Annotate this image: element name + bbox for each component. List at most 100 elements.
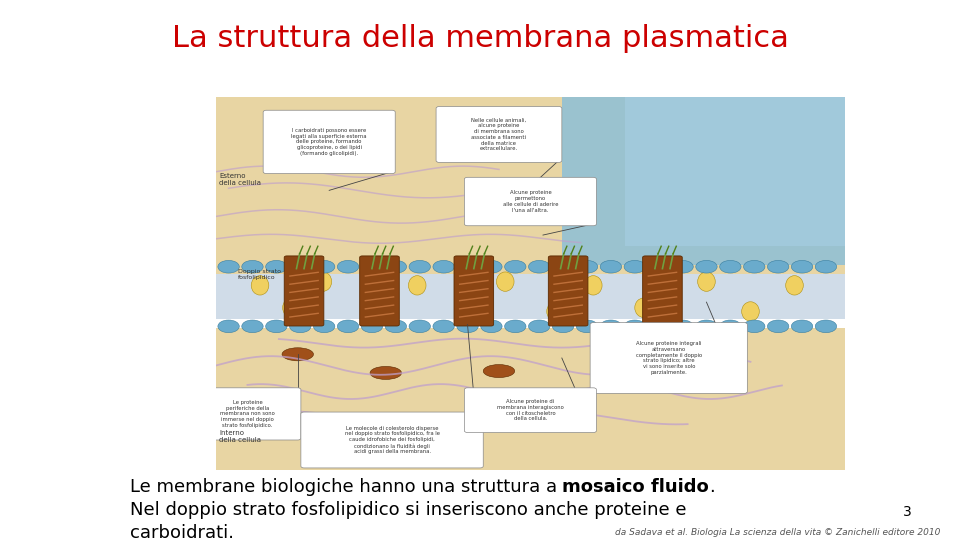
FancyBboxPatch shape [194, 388, 300, 440]
Ellipse shape [698, 272, 715, 291]
Circle shape [505, 260, 526, 273]
Text: Alcune proteine di
membrana interagiscono
con il citoscheletro
della cellula.: Alcune proteine di membrana interagiscon… [497, 399, 564, 421]
Circle shape [529, 260, 550, 273]
Circle shape [767, 260, 789, 273]
Polygon shape [216, 328, 845, 470]
Ellipse shape [252, 276, 269, 295]
Circle shape [409, 260, 430, 273]
Circle shape [290, 260, 311, 273]
Text: Le molecole di colesterolo disperse
nel doppio strato fosfolipidico, fra le
caud: Le molecole di colesterolo disperse nel … [345, 426, 440, 454]
Circle shape [720, 260, 741, 273]
Text: Alcune proteine integrali
attraversano
completamente il doppio
strato lipidico; : Alcune proteine integrali attraversano c… [636, 341, 702, 375]
Circle shape [624, 260, 645, 273]
Text: da Sadava et al. Biologia La scienza della vita © Zanichelli editore 2010: da Sadava et al. Biologia La scienza del… [615, 528, 941, 537]
Ellipse shape [282, 348, 314, 361]
Circle shape [361, 260, 383, 273]
FancyBboxPatch shape [642, 256, 683, 326]
Circle shape [242, 260, 263, 273]
Text: 3: 3 [903, 505, 912, 519]
Text: carboidrati.: carboidrati. [130, 524, 233, 540]
Circle shape [672, 320, 693, 333]
Circle shape [791, 260, 813, 273]
FancyBboxPatch shape [284, 256, 324, 326]
Circle shape [767, 320, 789, 333]
Circle shape [576, 320, 598, 333]
Text: .: . [709, 478, 715, 496]
Circle shape [337, 260, 359, 273]
Circle shape [552, 260, 574, 273]
Circle shape [433, 260, 454, 273]
Ellipse shape [282, 298, 300, 318]
FancyBboxPatch shape [548, 256, 588, 326]
FancyBboxPatch shape [465, 177, 596, 226]
Circle shape [576, 260, 598, 273]
Circle shape [815, 260, 836, 273]
FancyBboxPatch shape [465, 388, 596, 433]
Text: Alcune proteine
permettono
alle cellule di aderire
l'una all'altra.: Alcune proteine permettono alle cellule … [503, 190, 558, 213]
Circle shape [433, 320, 454, 333]
Ellipse shape [365, 302, 382, 321]
Circle shape [290, 320, 311, 333]
Text: Le membrane biologiche hanno una struttura a: Le membrane biologiche hanno una struttu… [130, 478, 563, 496]
Circle shape [529, 320, 550, 333]
Ellipse shape [785, 276, 804, 295]
Ellipse shape [742, 302, 759, 321]
Text: Doppio strato
fosfolipidico: Doppio strato fosfolipidico [238, 269, 281, 280]
Circle shape [337, 320, 359, 333]
FancyBboxPatch shape [263, 110, 396, 173]
Circle shape [815, 320, 836, 333]
Circle shape [744, 320, 765, 333]
Circle shape [218, 320, 239, 333]
Ellipse shape [547, 302, 564, 321]
FancyBboxPatch shape [436, 106, 562, 163]
Circle shape [600, 260, 621, 273]
Circle shape [744, 260, 765, 273]
Ellipse shape [459, 298, 476, 318]
Circle shape [648, 320, 669, 333]
Ellipse shape [408, 276, 426, 295]
Polygon shape [216, 97, 845, 302]
FancyBboxPatch shape [360, 256, 399, 326]
Polygon shape [625, 97, 845, 246]
Ellipse shape [370, 367, 401, 380]
Circle shape [648, 260, 669, 273]
Circle shape [552, 320, 574, 333]
Polygon shape [562, 97, 845, 265]
FancyBboxPatch shape [590, 322, 747, 394]
Text: I carboidrati possono essere
legati alla superficie esterna
delle proteine, form: I carboidrati possono essere legati alla… [292, 128, 367, 156]
Circle shape [672, 260, 693, 273]
Ellipse shape [496, 272, 514, 291]
Circle shape [457, 260, 478, 273]
Text: Nelle cellule animali,
alcune proteine
di membrana sono
associate a filamenti
de: Nelle cellule animali, alcune proteine d… [471, 118, 526, 151]
Circle shape [409, 320, 430, 333]
FancyBboxPatch shape [216, 274, 845, 319]
Circle shape [266, 260, 287, 273]
Circle shape [481, 320, 502, 333]
FancyBboxPatch shape [454, 256, 493, 326]
Circle shape [720, 320, 741, 333]
Text: Esterno
della cellula: Esterno della cellula [219, 173, 261, 186]
Circle shape [314, 320, 335, 333]
Text: Interno
della cellula: Interno della cellula [219, 430, 261, 443]
Text: La struttura della membrana plasmatica: La struttura della membrana plasmatica [172, 24, 788, 53]
Circle shape [696, 260, 717, 273]
Circle shape [242, 320, 263, 333]
Text: Le proteine
periferiche della
membrana non sono
immerse nel doppio
strato fosfol: Le proteine periferiche della membrana n… [220, 400, 275, 428]
Ellipse shape [585, 276, 602, 295]
Circle shape [457, 320, 478, 333]
Circle shape [481, 260, 502, 273]
Ellipse shape [314, 272, 332, 291]
Ellipse shape [635, 298, 653, 318]
Circle shape [385, 320, 406, 333]
Text: mosaico fluido: mosaico fluido [563, 478, 709, 496]
Ellipse shape [691, 340, 722, 353]
Ellipse shape [483, 364, 515, 377]
Circle shape [696, 320, 717, 333]
Circle shape [314, 260, 335, 273]
Circle shape [361, 320, 383, 333]
Circle shape [385, 260, 406, 273]
Circle shape [600, 320, 621, 333]
Circle shape [266, 320, 287, 333]
Circle shape [218, 260, 239, 273]
Text: Nel doppio strato fosfolipidico si inseriscono anche proteine e: Nel doppio strato fosfolipidico si inser… [130, 501, 686, 519]
